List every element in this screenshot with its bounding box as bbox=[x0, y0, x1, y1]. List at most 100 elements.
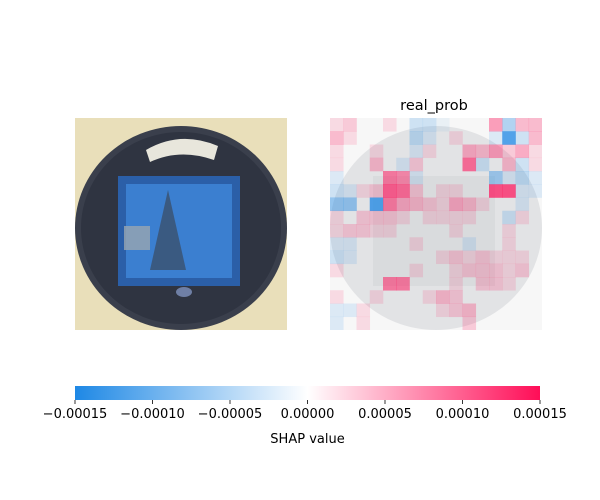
heatmap-cell-r5-c5 bbox=[396, 184, 410, 198]
heatmap-cell-r2-c14 bbox=[515, 144, 530, 159]
heatmap-cell-r11-c0 bbox=[330, 263, 344, 278]
heatmap-cell-r13-c7 bbox=[422, 290, 437, 304]
heatmap-cell-r8-c0 bbox=[330, 224, 344, 238]
heatmap-cell-r6-c0 bbox=[330, 197, 344, 212]
heatmap-cell-r10-c0 bbox=[330, 250, 344, 265]
heatmap-cell-r4-c4 bbox=[383, 171, 397, 185]
heatmap-cell-r7-c9 bbox=[449, 210, 463, 225]
heatmap-cells bbox=[330, 118, 542, 330]
heatmap-cell-r3-c13 bbox=[502, 157, 516, 172]
heatmap-cell-r13-c3 bbox=[369, 290, 384, 304]
heatmap-cell-r13-c0 bbox=[330, 290, 344, 304]
heatmap-cell-r5-c13 bbox=[502, 184, 516, 198]
heatmap-cell-r6-c5 bbox=[396, 197, 410, 212]
heatmap-cell-r7-c13 bbox=[502, 210, 516, 225]
heatmap-cell-r6-c7 bbox=[422, 197, 437, 212]
heatmap-cell-r5-c6 bbox=[409, 184, 424, 198]
heatmap-cell-r9-c6 bbox=[409, 237, 424, 251]
heatmap-cell-r8-c9 bbox=[449, 224, 463, 238]
heatmap-cell-r1-c1 bbox=[343, 131, 357, 145]
heatmap-cell-r3-c0 bbox=[330, 157, 344, 172]
heatmap-cell-r14-c0 bbox=[330, 303, 344, 318]
heatmap-cell-r11-c10 bbox=[462, 263, 477, 278]
heatmap-cell-r1-c9 bbox=[449, 131, 463, 145]
heatmap-cell-r5-c4 bbox=[383, 184, 397, 198]
heatmap-cell-r1-c7 bbox=[422, 131, 437, 145]
heatmap-cell-r8-c13 bbox=[502, 224, 516, 238]
heatmap-cell-r2-c11 bbox=[475, 144, 490, 159]
heatmap-cell-r6-c10 bbox=[462, 197, 477, 212]
heatmap-cell-r2-c12 bbox=[489, 144, 503, 159]
heatmap-cell-r3-c14 bbox=[515, 157, 530, 172]
heatmap-cell-r10-c12 bbox=[489, 250, 503, 265]
heatmap-cell-r12-c12 bbox=[489, 277, 503, 291]
heatmap-cell-r8-c1 bbox=[343, 224, 357, 238]
heatmap-cell-r5-c9 bbox=[449, 184, 463, 198]
heatmap-cell-r2-c7 bbox=[422, 144, 437, 159]
heatmap-cell-r7-c7 bbox=[422, 210, 437, 225]
heatmap-cell-r0-c13 bbox=[502, 118, 516, 132]
heatmap-cell-r14-c8 bbox=[436, 303, 450, 318]
heatmap-cell-r15-c0 bbox=[330, 316, 344, 330]
heatmap-cell-r1-c0 bbox=[330, 131, 344, 145]
heatmap-cell-r6-c8 bbox=[436, 197, 450, 212]
heatmap-cell-r0-c4 bbox=[383, 118, 397, 132]
heatmap-cell-r10-c11 bbox=[475, 250, 490, 265]
heatmap-cell-r6-c9 bbox=[449, 197, 463, 212]
heatmap-cell-r11-c13 bbox=[502, 263, 516, 278]
heatmap-cell-r10-c10 bbox=[462, 250, 477, 265]
heatmap-cell-r9-c0 bbox=[330, 237, 344, 251]
heatmap-cell-r9-c1 bbox=[343, 237, 357, 251]
heatmap-cell-r6-c14 bbox=[515, 197, 530, 212]
heatmap-cell-r7-c3 bbox=[369, 210, 384, 225]
heatmap-cell-r5-c2 bbox=[356, 184, 371, 198]
heatmap-cell-r7-c10 bbox=[462, 210, 477, 225]
heatmap-cell-r12-c9 bbox=[449, 277, 463, 291]
ship-shape bbox=[150, 190, 186, 270]
heatmap-cell-r2-c0 bbox=[330, 144, 344, 159]
heatmap-cell-r11-c14 bbox=[515, 263, 530, 278]
heatmap-cell-r3-c5 bbox=[396, 157, 410, 172]
heatmap-cell-r0-c8 bbox=[436, 118, 450, 132]
heatmap-cell-r3-c11 bbox=[475, 157, 490, 172]
heatmap-cell-r12-c11 bbox=[475, 277, 490, 291]
heatmap-cell-r12-c4 bbox=[383, 277, 397, 291]
stamp-detail bbox=[124, 226, 150, 250]
heatmap-cell-r2-c15 bbox=[528, 144, 542, 159]
heatmap-cell-r5-c3 bbox=[369, 184, 384, 198]
heatmap-cell-r13-c8 bbox=[436, 290, 450, 304]
heatmap-cell-r4-c13 bbox=[502, 171, 516, 185]
heatmap-cell-r8-c3 bbox=[369, 224, 384, 238]
colorbar-bar bbox=[75, 386, 540, 400]
heatmap-cell-r3-c6 bbox=[409, 157, 424, 172]
heatmap-cell-r5-c0 bbox=[330, 184, 344, 198]
heatmap-cell-r7-c0 bbox=[330, 210, 344, 225]
heatmap-cell-r14-c10 bbox=[462, 303, 477, 318]
colorbar-tick-label-0: −0.00015 bbox=[43, 407, 108, 422]
heatmap-cell-r5-c15 bbox=[528, 184, 542, 198]
colorbar-ticks: −0.00015 −0.00010 −0.00005 0.00000 0.00005 0.… bbox=[43, 400, 567, 422]
heatmap-cell-r14-c1 bbox=[343, 303, 357, 318]
heatmap-cell-r10-c8 bbox=[436, 250, 450, 265]
heatmap-cell-r1-c6 bbox=[409, 131, 424, 145]
heatmap-cell-r6-c6 bbox=[409, 197, 424, 212]
heatmap-cell-r2-c13 bbox=[502, 144, 516, 159]
heatmap-cell-r7-c2 bbox=[356, 210, 371, 225]
heatmap-cell-r9-c10 bbox=[462, 237, 477, 251]
heatmap-cell-r6-c3 bbox=[369, 197, 384, 212]
heatmap-cell-r2-c3 bbox=[369, 144, 384, 159]
heatmap-cell-r11-c9 bbox=[449, 263, 463, 278]
colorbar-tick-label-4: 0.00005 bbox=[358, 407, 412, 422]
heatmap-cell-r9-c13 bbox=[502, 237, 516, 251]
heatmap-cell-r12-c5 bbox=[396, 277, 410, 291]
heatmap-cell-r8-c2 bbox=[356, 224, 371, 238]
heatmap-cell-r4-c15 bbox=[528, 171, 542, 185]
heatmap-cell-r6-c11 bbox=[475, 197, 490, 212]
heatmap-cell-r7-c4 bbox=[383, 210, 397, 225]
original-image-panel bbox=[75, 118, 287, 330]
heatmap-cell-r10-c1 bbox=[343, 250, 357, 265]
colorbar-label: SHAP value bbox=[270, 432, 344, 447]
heatmap-cell-r3-c15 bbox=[528, 157, 542, 172]
colorbar-tick-label-6: 0.00015 bbox=[513, 407, 567, 422]
